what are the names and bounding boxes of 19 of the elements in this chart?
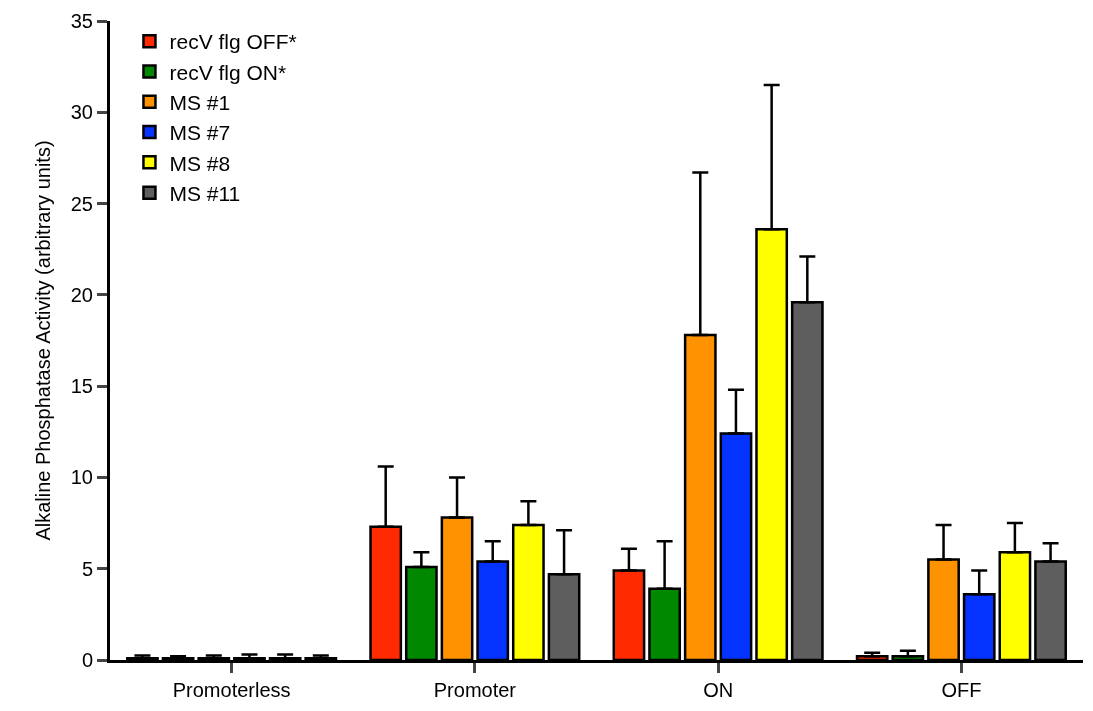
- y-tick-label: 5: [81, 557, 93, 580]
- legend-label: recV flg OFF*: [169, 30, 297, 54]
- y-tick-label: 10: [70, 466, 93, 489]
- y-tick-label: 25: [70, 192, 93, 215]
- legend-label: MS #11: [169, 181, 241, 205]
- x-tick-label: OFF: [941, 679, 982, 701]
- legend-label: MS #8: [169, 151, 231, 175]
- legend-label: MS #1: [169, 90, 231, 114]
- y-axis-title: Alkaline Phosphatase Activity (arbitrary units): [32, 140, 55, 541]
- y-tick-label: 35: [70, 10, 93, 32]
- legend-label: recV flg ON*: [169, 60, 287, 84]
- y-tick-label: 15: [70, 375, 93, 398]
- x-tick-label: Promoter: [433, 679, 517, 701]
- x-tick-label: ON: [703, 679, 734, 701]
- y-tick-label: 30: [70, 101, 93, 124]
- x-tick-label: Promoterless: [172, 679, 291, 701]
- y-tick-label: 0: [81, 649, 93, 671]
- legend-label: MS #7: [169, 121, 231, 145]
- y-tick-label: 20: [70, 283, 93, 306]
